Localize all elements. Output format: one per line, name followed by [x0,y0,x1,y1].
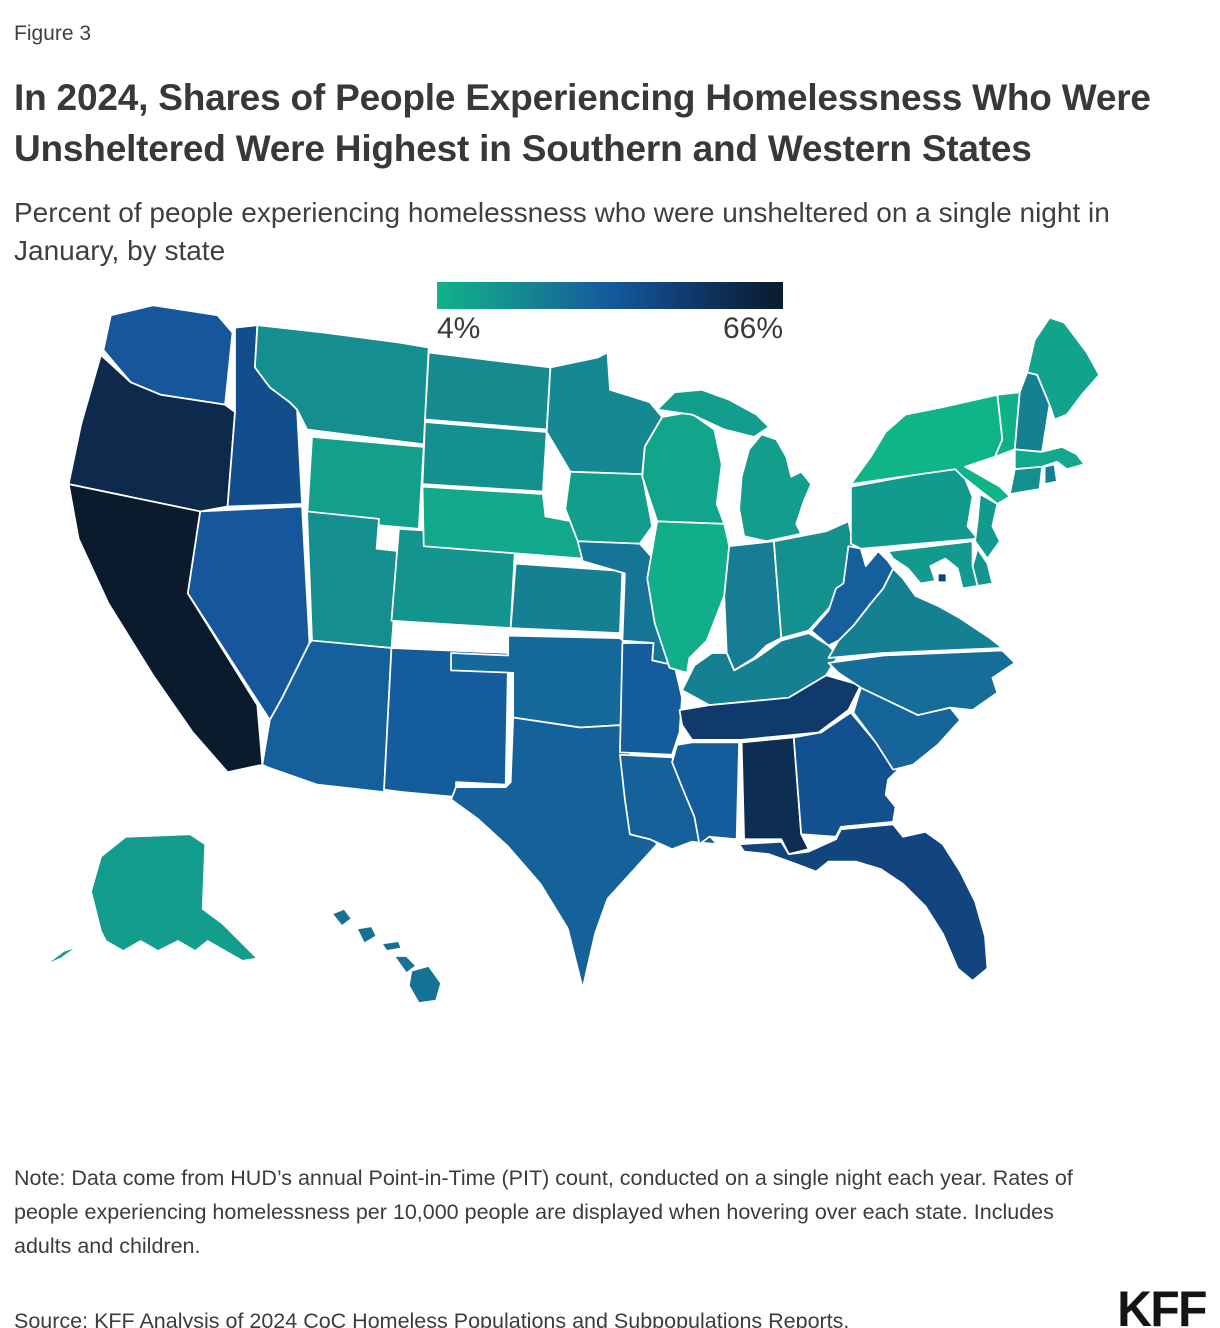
state-NJ[interactable] [974,492,1001,560]
legend-labels: 4% 66% [437,312,783,346]
state-OR[interactable] [67,353,236,512]
state-WY[interactable] [306,435,425,530]
state-DC[interactable] [936,572,948,583]
state-AK[interactable] [42,833,259,967]
legend-gradient [437,281,783,309]
state-HI[interactable] [330,907,443,1004]
state-IA[interactable] [564,470,654,545]
state-RI[interactable] [1043,463,1058,485]
state-CT[interactable] [1008,465,1043,495]
subtitle: Percent of people experiencing homelessn… [14,197,1110,266]
state-SD[interactable] [421,420,548,493]
state-VT[interactable] [994,391,1021,458]
state-NE[interactable] [421,485,587,560]
note-text: Note: Data come from HUD’s annual Point-… [14,1166,1073,1258]
figure-label: Figure 3 [14,22,92,45]
state-FL[interactable] [738,823,989,982]
state-MD[interactable] [887,540,979,589]
state-KS[interactable] [509,562,624,634]
state-NC[interactable] [827,649,1016,716]
state-AR[interactable] [619,641,683,756]
footer: Note: Data come from HUD’s annual Point-… [14,1162,1207,1328]
legend-max-label: 66% [722,311,783,345]
legend: 4% 66% [437,281,783,346]
legend-min-label: 4% [437,311,481,345]
us-choropleth-map [42,304,1101,1004]
kff-logo: KFF [1117,1281,1207,1328]
page-title: In 2024, Shares of People Experiencing H… [14,77,1151,170]
state-ND[interactable] [424,351,552,431]
source-text: Source: KFF Analysis of 2024 CoC Homeles… [14,1308,850,1328]
state-GA[interactable] [792,711,899,838]
state-TN[interactable] [678,674,862,741]
state-MS[interactable] [671,741,741,845]
state-IL[interactable] [646,520,731,674]
state-UT[interactable] [306,510,400,649]
state-WV[interactable] [810,545,894,647]
state-WI[interactable] [641,410,726,525]
state-MT[interactable] [254,324,430,445]
state-ME[interactable] [1026,316,1101,421]
map-region: 4% 66% [14,278,1206,1048]
state-MI[interactable] [656,388,813,542]
